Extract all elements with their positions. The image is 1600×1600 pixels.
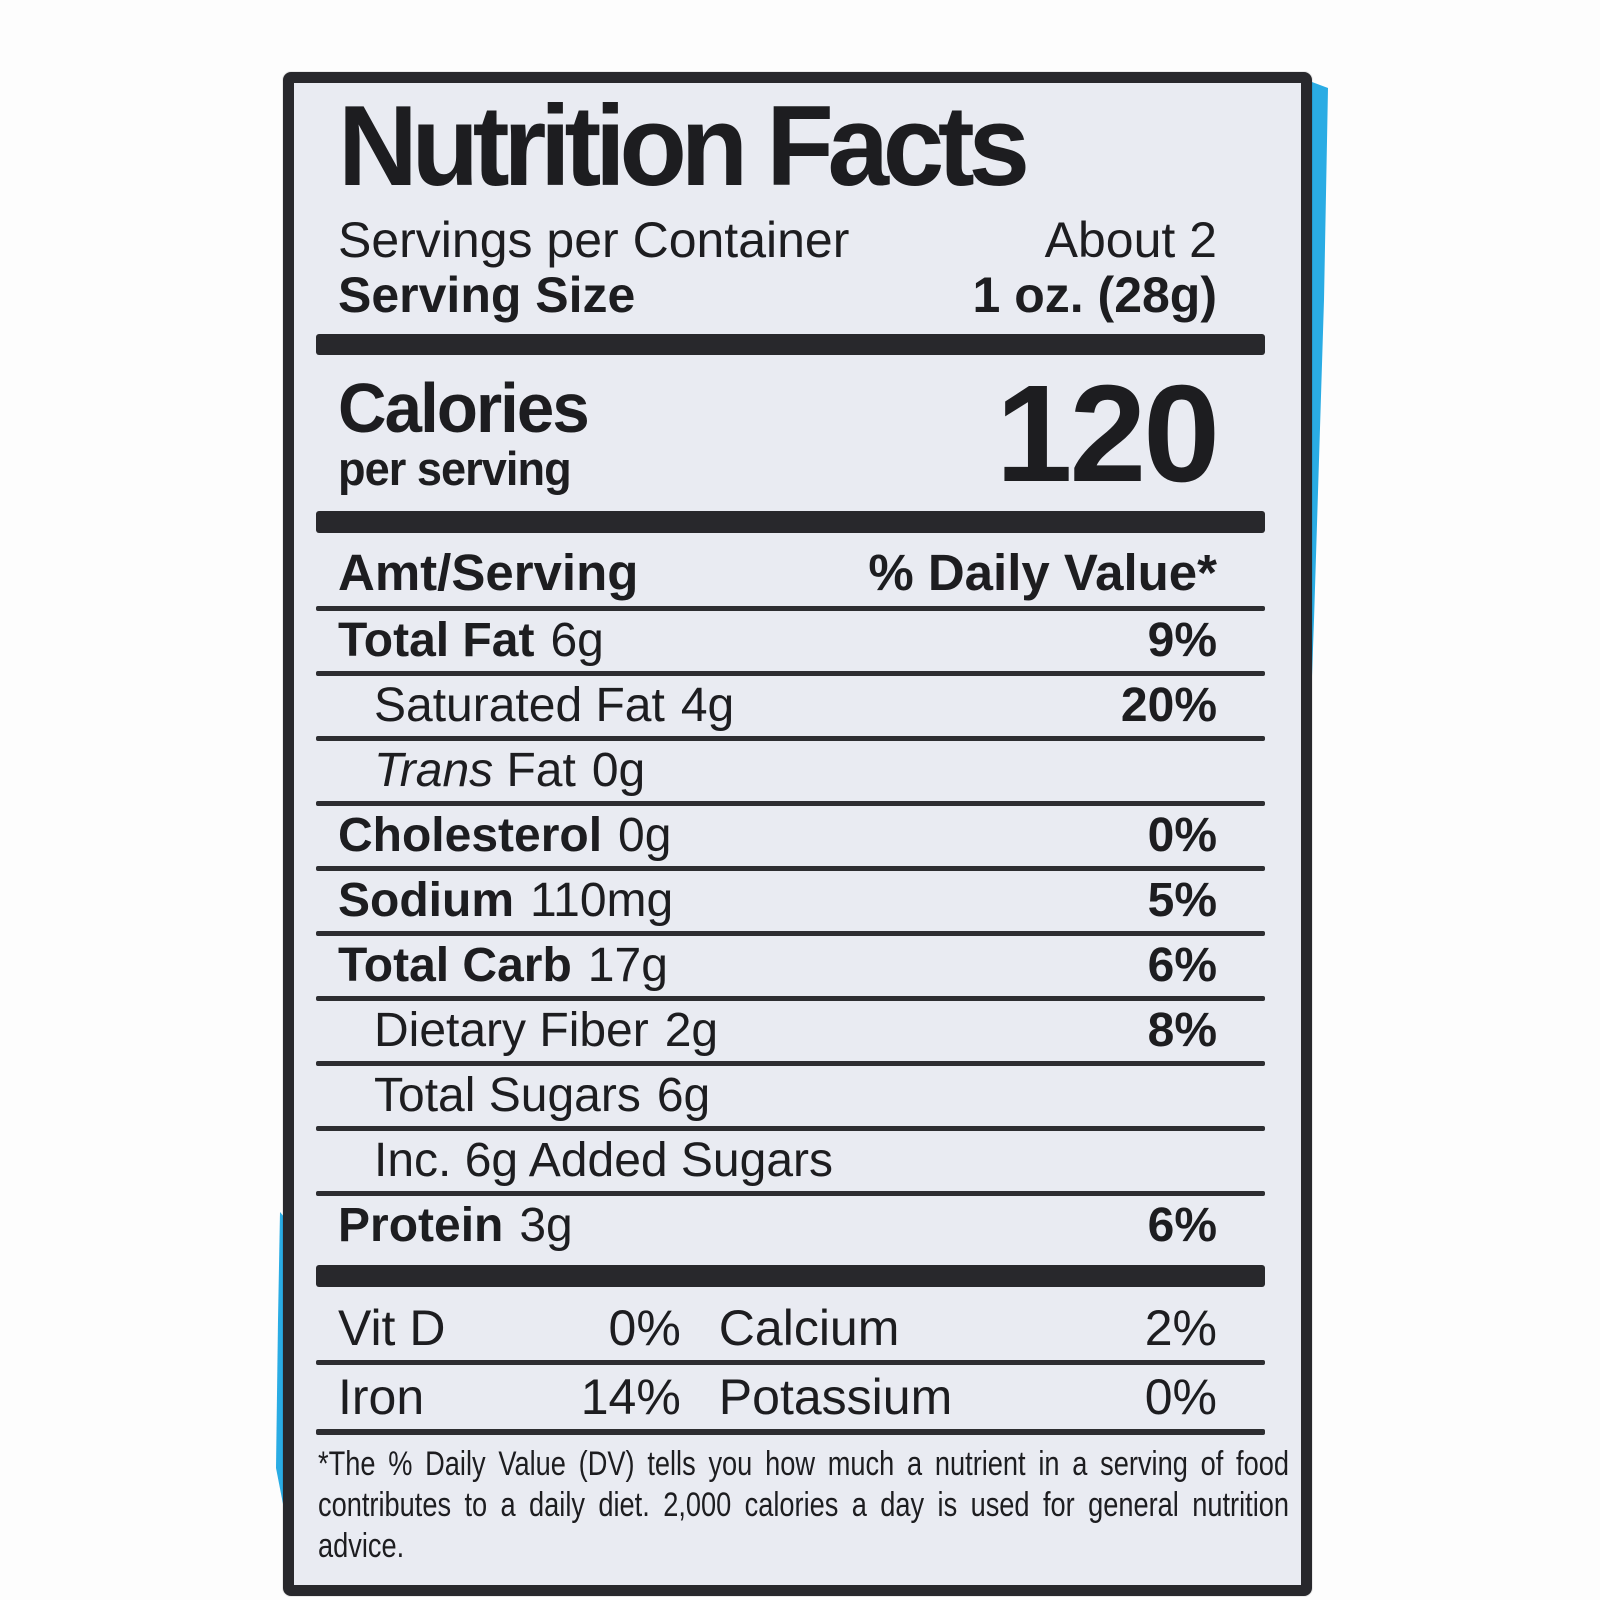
nutrient-row-protein: Protein 3g 6% [294, 1196, 1301, 1256]
divider [316, 736, 1265, 742]
divider [316, 606, 1265, 612]
amt-serving-header: Amt/Serving [338, 544, 639, 602]
calories-row: Calories per serving 120 [294, 357, 1301, 512]
nutrient-amount: 2g [664, 1004, 719, 1058]
micronutrient-name: Potassium [718, 1369, 953, 1426]
nutrient-dv: 6% [1147, 939, 1217, 993]
nutrient-row-sodium: Sodium 110mg 5% [294, 871, 1301, 931]
nutrient-name: Inc. 6g Added Sugars [374, 1134, 833, 1188]
servings-per-container-value: About 2 [1044, 212, 1217, 269]
micronutrient-dv: 14% [580, 1369, 681, 1426]
column-header-row: Amt/Serving % Daily Value* [294, 542, 1301, 606]
nutrient-name: Total Sugars [374, 1069, 641, 1123]
nutrient-amount: 6g [550, 614, 604, 668]
nutrient-row-total-sugars: Total Sugars 6g [294, 1066, 1301, 1126]
divider [316, 1126, 1265, 1132]
nutrient-amount: 110mg [530, 874, 674, 928]
micronutrient-dv: 0% [608, 1300, 681, 1357]
nutrient-dv: 20% [1120, 679, 1217, 733]
micronutrient-dv: 0% [1144, 1369, 1217, 1426]
divider [316, 996, 1265, 1002]
nutrient-name-italic: Trans [374, 744, 494, 798]
nutrient-dv: 8% [1147, 1004, 1217, 1058]
divider [316, 1429, 1265, 1436]
servings-per-container-row: Servings per Container About 2 [338, 213, 1217, 268]
serving-size-row: Serving Size 1 oz. (28g) [338, 268, 1217, 323]
divider-thick-top [316, 334, 1265, 356]
micronutrient-dv: 2% [1144, 1300, 1217, 1357]
divider [316, 801, 1265, 807]
divider [316, 1191, 1265, 1197]
nutrient-row-added-sugars: Inc. 6g Added Sugars [294, 1131, 1301, 1191]
footnote-container: *The % Daily Value (DV) tells you how mu… [318, 1444, 1289, 1567]
nutrient-name: Protein [338, 1199, 504, 1253]
nutrient-row-dietary-fiber: Dietary Fiber 2g 8% [294, 1001, 1301, 1061]
nutrient-amount: 0g [591, 744, 646, 798]
daily-value-header: % Daily Value* [868, 544, 1217, 602]
nutrient-amount: 4g [680, 679, 735, 733]
nutrient-amount: 6g [656, 1069, 711, 1123]
serving-size-label: Serving Size [338, 267, 636, 324]
micronutrient-row-1: Vit D 0% Calcium 2% [294, 1296, 1301, 1360]
nutrient-dv: 5% [1147, 874, 1217, 928]
nutrient-name: Fat [506, 744, 576, 798]
divider [316, 671, 1265, 677]
nutrient-name: Dietary Fiber [374, 1004, 649, 1058]
servings-per-container-label: Servings per Container [338, 212, 850, 269]
nutrient-name: Cholesterol [338, 809, 603, 863]
nutrient-amount: 0g [618, 809, 672, 863]
nutrient-name: Total Fat [338, 614, 535, 668]
nutrient-name: Saturated Fat [374, 679, 665, 733]
nutrient-row-total-carb: Total Carb 17g 6% [294, 936, 1301, 996]
nutrient-dv: 9% [1147, 614, 1217, 668]
calories-sublabel: per serving [338, 442, 572, 496]
nutrient-row-cholesterol: Cholesterol 0g 0% [294, 806, 1301, 866]
calories-value: 120 [995, 357, 1220, 512]
nutrient-row-total-fat: Total Fat 6g 9% [294, 611, 1301, 671]
divider [316, 1061, 1265, 1067]
micronutrient-name: Vit D [338, 1300, 446, 1357]
divider [316, 866, 1265, 872]
nutrient-row-saturated-fat: Saturated Fat 4g 20% [294, 676, 1301, 736]
nutrition-facts-panel: Nutrition Facts Servings per Container A… [283, 72, 1312, 1597]
serving-size-value: 1 oz. (28g) [972, 267, 1217, 324]
micronutrient-name: Calcium [718, 1300, 900, 1357]
divider [316, 1360, 1265, 1366]
nutrient-amount: 17g [587, 939, 668, 993]
nutrient-name: Sodium [338, 874, 514, 928]
nutrient-name: Total Carb [338, 939, 572, 993]
nutrition-facts-title: Nutrition Facts [338, 83, 1030, 210]
divider-thick-mid [316, 511, 1265, 534]
nutrient-dv: 6% [1147, 1199, 1217, 1253]
nutrient-dv: 0% [1147, 809, 1217, 863]
daily-value-footnote: *The % Daily Value (DV) tells you how mu… [318, 1445, 1289, 1566]
calories-label: Calories [338, 369, 590, 448]
divider [316, 931, 1265, 937]
calories-labels: Calories per serving [338, 369, 590, 496]
nutrient-row-trans-fat: Trans Fat 0g [294, 741, 1301, 801]
nutrient-amount: 3g [519, 1199, 573, 1253]
micronutrient-name: Iron [338, 1369, 425, 1426]
micronutrient-row-2: Iron 14% Potassium 0% [294, 1365, 1301, 1429]
divider-thick-bottom [316, 1265, 1265, 1288]
